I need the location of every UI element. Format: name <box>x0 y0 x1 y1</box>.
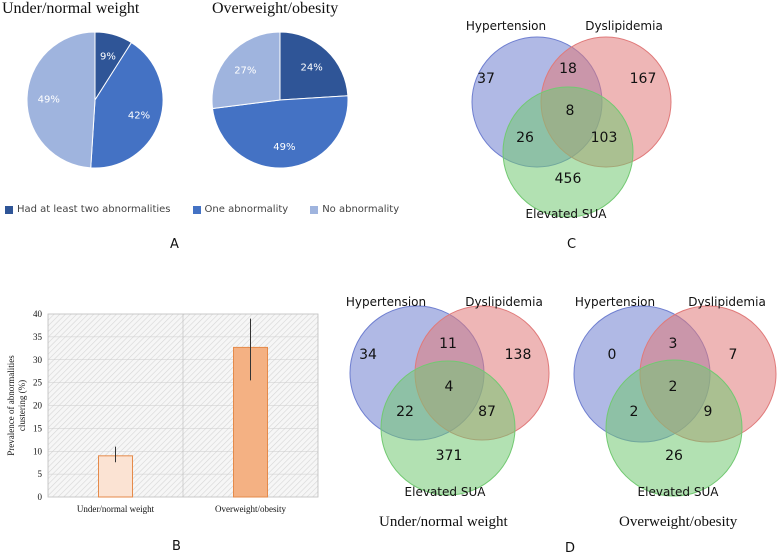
region-count-d: 167 <box>630 71 657 87</box>
region-count-hd: 11 <box>439 336 457 352</box>
pie-legend: Had at least two abnormalities One abnor… <box>5 204 399 215</box>
y-tick-label: 30 <box>33 355 43 365</box>
legend-swatch <box>192 205 201 214</box>
set-label-dyslipidemia: Dyslipidemia <box>465 295 543 309</box>
y-tick-label: 5 <box>38 469 43 479</box>
legend-label: One abnormality <box>204 204 289 215</box>
y-tick-label: 40 <box>33 309 43 319</box>
region-count-h: 37 <box>477 71 495 87</box>
region-count-h: 34 <box>359 347 377 363</box>
x-tick-label: Under/normal weight <box>77 504 155 514</box>
set-label-dyslipidemia: Dyslipidemia <box>585 19 663 33</box>
region-count-ds: 87 <box>478 404 496 420</box>
legend-item-none: No abnormality <box>310 204 399 215</box>
venn-overall: Hypertension Dyslipidemia Elevated SUA 37 18… <box>466 19 672 221</box>
set-label-hypertension: Hypertension <box>466 19 546 33</box>
set-label-dyslipidemia: Dyslipidemia <box>688 295 766 309</box>
pie-slice <box>279 31 349 101</box>
set-label-hypertension: Hypertension <box>575 295 655 309</box>
pie-slice <box>26 31 96 169</box>
pie-slice <box>211 31 281 110</box>
circle-sua <box>605 359 743 497</box>
region-count-h: 0 <box>608 347 617 363</box>
venn-under: Hypertension Dyslipidemia Elevated SUA 34 11… <box>346 295 550 499</box>
region-count-s: 26 <box>665 448 683 464</box>
pie-title-over: Overweight/obesity <box>212 0 339 17</box>
pie-title-under: Under/normal weight <box>2 0 140 17</box>
pie-slice <box>90 41 164 169</box>
panel-label-a: A <box>170 237 179 252</box>
circle-sua <box>502 86 634 218</box>
panel-label-c: C <box>567 237 577 252</box>
panel-label-d: D <box>565 541 576 556</box>
pie-slice-label: 42% <box>128 110 150 121</box>
set-label-sua: Elevated SUA <box>405 485 487 499</box>
pie-chart-under: 9% 42% 49% <box>26 31 164 169</box>
legend-swatch <box>310 205 319 214</box>
x-tick-label: Overweight/obesity <box>215 504 286 514</box>
set-label-hypertension: Hypertension <box>346 295 426 309</box>
region-count-hds: 4 <box>445 379 454 395</box>
region-count-hs: 22 <box>396 404 414 420</box>
circle-sua <box>380 360 516 496</box>
bar-chart: 0 5 10 15 20 25 30 35 40 Under/normal weight Overw… <box>6 309 319 514</box>
region-count-d: 7 <box>729 347 738 363</box>
set-label-sua: Elevated SUA <box>638 485 720 499</box>
venn-title-over: Overweight/obesity <box>619 514 738 530</box>
pie-slice-label: 49% <box>38 95 60 106</box>
region-count-s: 456 <box>555 171 582 187</box>
pie-slice-label: 27% <box>234 65 256 76</box>
venn-over: Hypertension Dyslipidemia Elevated SUA 0 3 7 2… <box>573 295 777 499</box>
legend-label: Had at least two abnormalities <box>17 204 171 215</box>
pie-slice-label: 49% <box>273 142 295 153</box>
legend-swatch <box>5 205 13 214</box>
y-tick-label: 10 <box>33 446 43 456</box>
y-tick-label: 20 <box>33 401 43 411</box>
legend-label: No abnormality <box>322 204 400 215</box>
y-tick-label: 35 <box>33 332 43 342</box>
legend-item-two: Had at least two abnormalities <box>5 204 171 215</box>
y-axis-label: Prevalence of abnormalitiesclustering (%… <box>6 355 27 456</box>
region-count-hs: 26 <box>516 130 534 146</box>
y-tick-label: 0 <box>38 492 43 502</box>
pie-slice-label: 24% <box>301 62 323 73</box>
region-count-hds: 8 <box>566 103 575 119</box>
panel-label-b: B <box>172 539 181 554</box>
region-count-hds: 2 <box>669 379 678 395</box>
region-count-hd: 3 <box>669 336 678 352</box>
set-label-sua: Elevated SUA <box>526 207 608 221</box>
region-count-hd: 18 <box>559 61 577 77</box>
region-count-d: 138 <box>505 347 532 363</box>
region-count-hs: 2 <box>630 404 639 420</box>
y-tick-label: 15 <box>33 423 43 433</box>
region-count-ds: 103 <box>591 130 618 146</box>
venn-title-under: Under/normal weight <box>379 514 508 530</box>
y-tick-label: 25 <box>33 378 43 388</box>
region-count-ds: 9 <box>704 404 713 420</box>
pie-slice <box>211 95 349 169</box>
legend-item-one: One abnormality <box>192 204 289 215</box>
region-count-s: 371 <box>436 448 463 464</box>
pie-slice-label: 9% <box>100 52 116 63</box>
pie-chart-over: 24% 49% 27% <box>211 31 349 169</box>
